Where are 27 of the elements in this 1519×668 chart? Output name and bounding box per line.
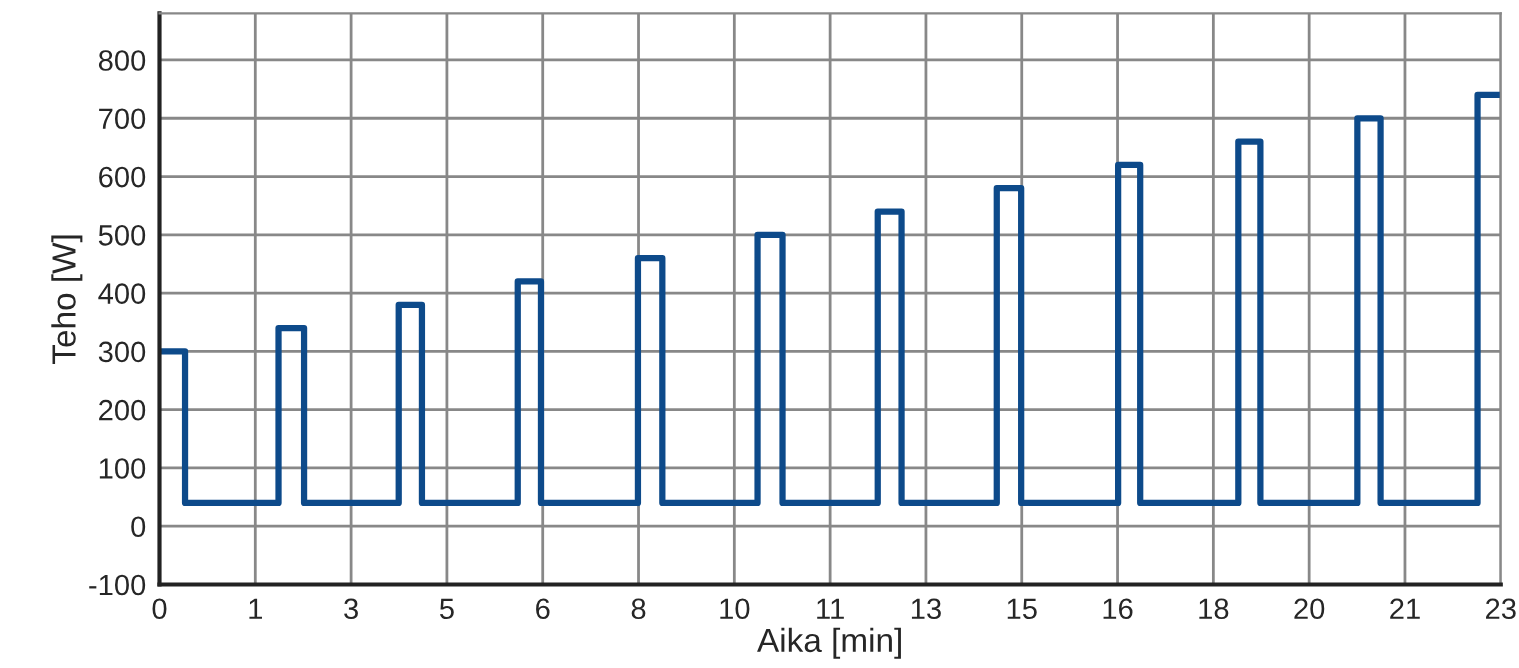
x-tick-label: 5 [439,598,454,620]
x-tick-label: 6 [536,598,550,620]
x-tick-label: 0 [152,598,167,620]
x-tick-label: 13 [911,598,941,620]
x-tick-label: 15 [1007,598,1037,620]
x-tick-label: 3 [344,598,358,620]
y-tick-label: 100 [99,458,146,479]
y-tick-label: 300 [98,341,146,363]
x-tick-label: 23 [1486,598,1516,620]
y-tick-label: 700 [99,108,146,130]
x-axis-title: Aika [min] [757,627,901,659]
y-tick-label: 0 [131,516,146,538]
x-tick-label: 21 [1390,598,1420,619]
x-tick-label: 1 [249,598,262,619]
y-tick-label: 600 [99,166,146,188]
y-tick-label: 500 [98,225,146,246]
y-tick-label: 800 [98,50,146,71]
y-tick-label: 200 [99,399,146,421]
y-tick-label: -100 [89,574,146,596]
x-tick-label: 16 [1103,598,1133,620]
y-axis-title: Teho [W] [51,235,83,364]
x-tick-label: 10 [720,598,750,620]
x-tick-label: 11 [817,598,844,619]
x-tick-label: 8 [631,598,646,620]
x-tick-label: 18 [1199,598,1229,620]
y-tick-label: 400 [98,283,146,304]
x-tick-label: 20 [1294,598,1325,620]
